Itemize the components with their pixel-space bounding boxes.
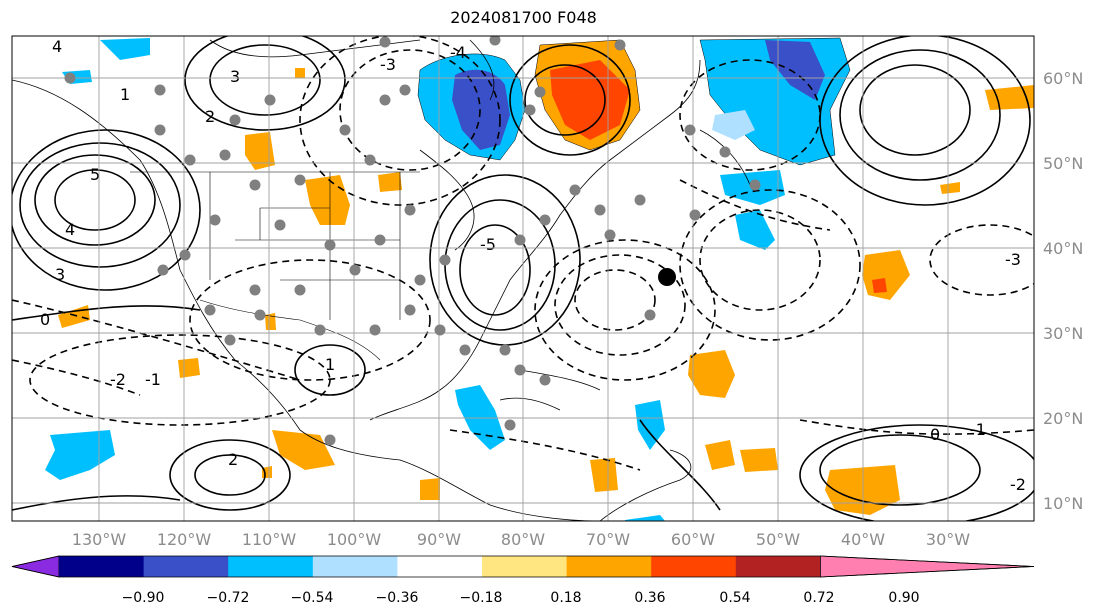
contour-label: 0 [40,310,50,329]
colorbar-tick-label: 0.36 [634,590,665,606]
colorbar-segment [143,556,229,577]
station-markers [64,36,761,446]
colorbar-segment [312,556,398,577]
colorbar-extend-right [820,555,1035,578]
lon-tick-label: 60°W [671,530,715,549]
contour-label: -3 [380,55,396,74]
colorbar-segment [59,556,145,577]
colorbar-outline [11,555,1035,578]
contour-lines [12,36,1034,521]
contour-label: -2 [1010,475,1026,494]
lon-tick-label: 90°W [417,530,461,549]
colorbar-segment [397,556,483,577]
contour-label: 2 [205,107,215,126]
lat-tick-label: 50°N [1043,154,1083,173]
colorbar-tick-label: −0.18 [460,590,503,606]
colorbar-segment [735,556,821,577]
lat-tick-label: 10°N [1043,494,1083,513]
colorbar-tick-label: −0.90 [122,590,165,606]
lon-tick-label: 40°W [841,530,885,549]
contour-label: -3 [1005,250,1021,269]
contour-labels: 4 3 2 1 0 -1 -2 -3 -4 -5 5 4 3 2 1 0 -1 … [40,37,1026,494]
colorbar-tick-label: 0.90 [888,590,919,606]
lon-tick-label: 130°W [72,530,127,549]
colorbar-tick-label: 0.72 [803,590,834,606]
lon-tick-label: 120°W [157,530,212,549]
contour-label: -1 [145,370,161,389]
shaded-anomaly-layer [45,37,1034,521]
contour-label: -2 [110,370,126,389]
colorbar-segment [228,556,314,577]
colorbar-extend-left [11,555,60,578]
colorbar-labels: −0.90 −0.72 −0.54 −0.36 −0.18 0.18 0.36 … [122,590,920,606]
lat-tick-label: 40°N [1043,239,1083,258]
colorbar-tick-label: −0.54 [291,590,334,606]
storm-center-marker [658,268,676,286]
lat-tick-label: 60°N [1043,69,1083,88]
colorbar-segment [482,556,568,577]
lat-tick-label: 30°N [1043,324,1083,343]
political-borders [130,171,420,361]
map-panel: 4 3 2 1 0 -1 -2 -3 -4 -5 5 4 3 2 1 0 -1 … [11,35,1035,522]
colorbar-tick-label: −0.72 [207,590,250,606]
contour-label: 0 [930,425,940,444]
colorbar [11,555,1035,578]
map-title: 2024081700 F048 [450,8,597,27]
contour-label: -5 [480,235,496,254]
contour-label: 1 [325,355,335,374]
lon-tick-label: 100°W [327,530,382,549]
contour-label: 3 [230,67,240,86]
gridlines [12,36,1034,521]
contour-label: 5 [90,165,100,184]
longitude-labels: 130°W 120°W 110°W 100°W 90°W 80°W 70°W 6… [72,530,970,549]
lat-tick-label: 20°N [1043,409,1083,428]
latitude-labels: 60°N 50°N 40°N 30°N 20°N 10°N [1043,69,1083,513]
colorbar-tick-label: 0.54 [719,590,750,606]
colorbar-segment [651,556,737,577]
lon-tick-label: 50°W [756,530,800,549]
colorbar-segment [566,556,652,577]
contour-label: 1 [120,85,130,104]
contour-label: 3 [55,265,65,284]
lon-tick-label: 70°W [586,530,630,549]
contour-label: 2 [228,450,238,469]
colorbar-tick-label: 0.18 [550,590,581,606]
lon-tick-label: 30°W [926,530,970,549]
contour-label: 4 [52,37,62,56]
contour-label: -1 [970,420,986,439]
colorbar-tick-label: −0.36 [376,590,419,606]
contour-label: 4 [65,220,75,239]
lon-tick-label: 80°W [501,530,545,549]
lon-tick-label: 110°W [242,530,297,549]
contour-label: -4 [450,43,466,62]
